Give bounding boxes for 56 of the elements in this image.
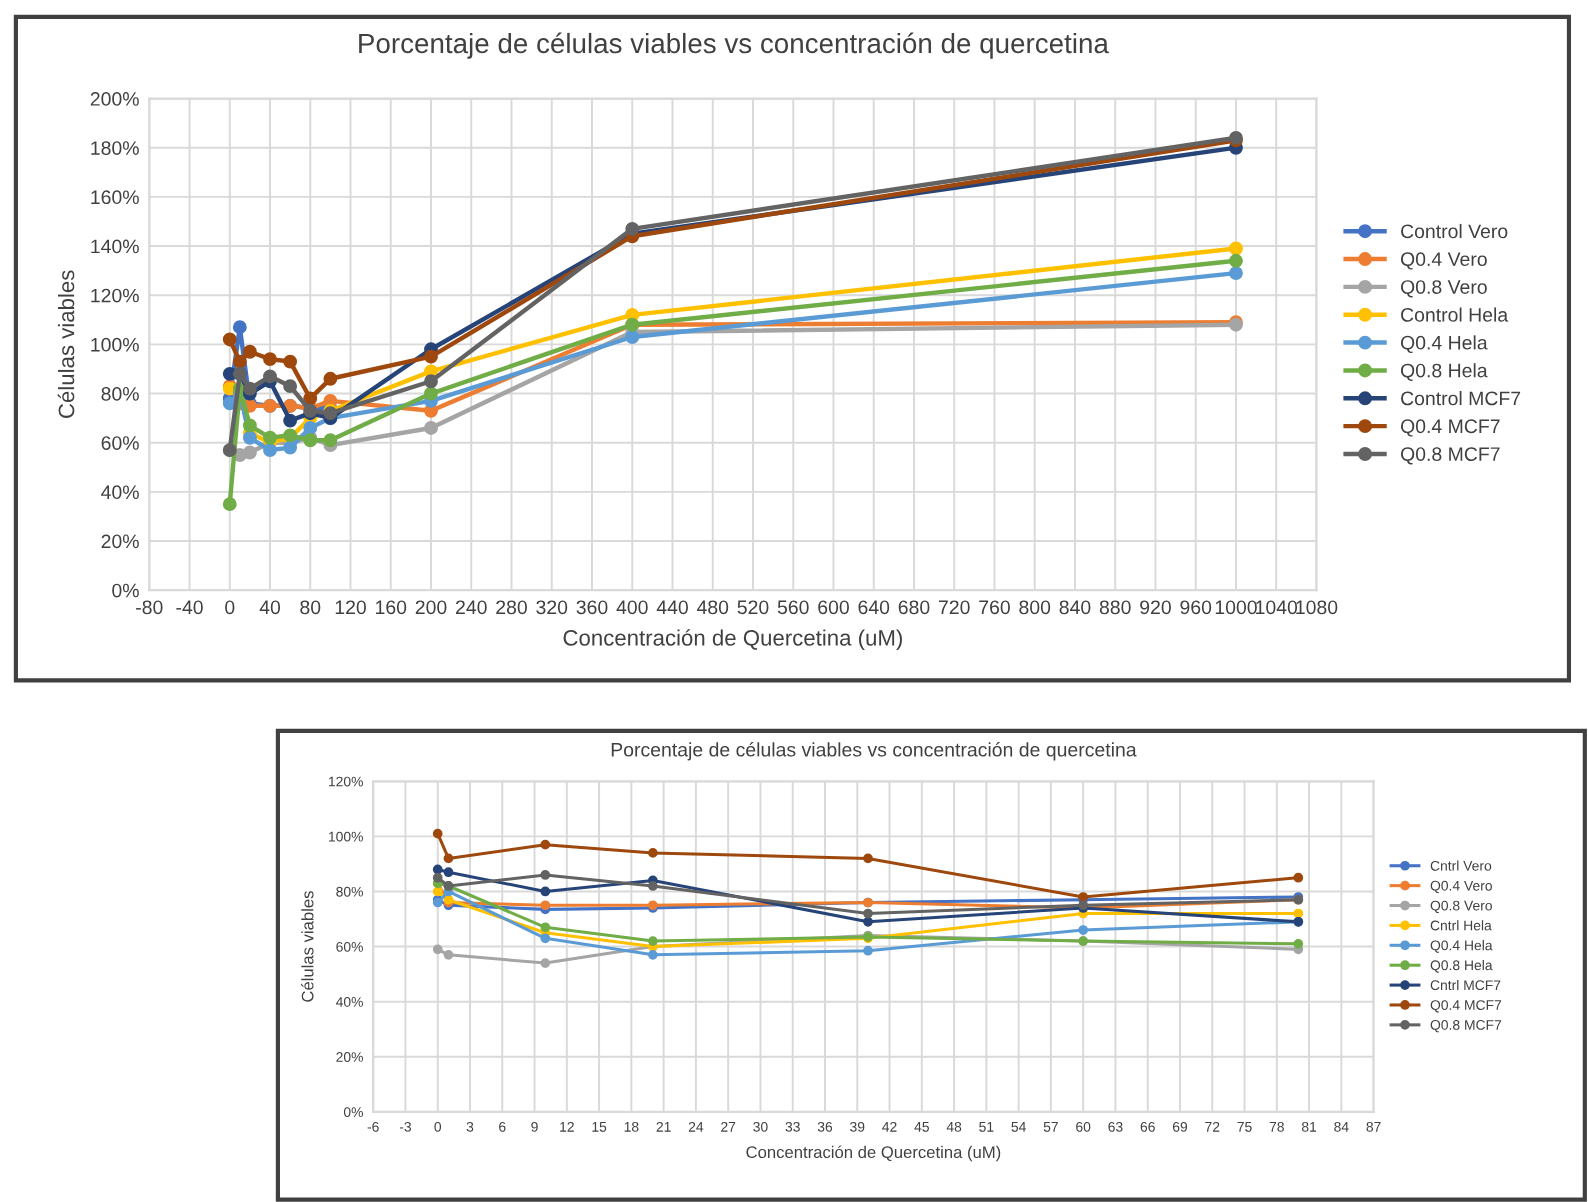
x-tick-label: 520 [737,600,769,615]
x-tick-label: 640 [858,600,890,615]
x-tick-label: 320 [536,600,568,615]
y-tick-label: 20% [101,534,139,549]
x-tick-label: 880 [1099,600,1131,615]
legend-label: Q0.4 Hela [1400,335,1488,354]
x-axis-title: Concentración de Quercetina (uM) [746,1145,1001,1162]
x-tick-label: 800 [1019,600,1051,615]
x-axis-title: Concentración de Quercetina (uM) [563,629,902,651]
y-tick-label: 200% [90,92,139,106]
legend-label: Q0.4 MCF7 [1400,419,1500,437]
chart-title: Porcentaje de células viables vs concentración de quercetina [611,742,1137,761]
x-tick-label: 80 [300,600,321,615]
x-tick-label: 920 [1140,600,1171,615]
y-tick-label: 120% [91,288,139,303]
legend-label: Q0.8 Vero [1400,280,1487,298]
x-tick-label: 40 [259,600,281,615]
y-tick-label: 160% [91,190,139,205]
y-tick-label: 40% [101,485,139,500]
legend-label: Control Hela [1401,307,1509,322]
y-axis-title: Células viables [301,891,314,1002]
x-tick-label: 1080 [1296,600,1338,615]
y-tick-label: 80% [101,387,139,401]
x-tick-label: 160 [376,600,407,615]
x-tick-label: 440 [656,600,688,615]
x-tick-label: 720 [939,600,970,615]
x-tick-label: 120 [335,600,366,615]
legend-label: Control Vero [1401,223,1508,239]
x-tick-label: 0 [225,600,235,615]
x-tick-label: 600 [818,600,849,615]
x-tick-label: 1000 [1215,600,1257,615]
x-tick-label: 200 [415,600,447,615]
legend-label: Q0.4 Vero [1400,252,1487,270]
x-tick-label: 240 [456,600,487,615]
x-tick-label: 560 [777,600,809,615]
y-tick-label: 100% [91,337,139,352]
chart-title: Porcentaje de células viables vs concentración de quercetina [359,32,1109,59]
x-tick-label: 280 [496,600,527,615]
x-tick-label: 360 [576,600,608,615]
x-tick-label: 400 [616,600,648,615]
y-tick-label: 60% [101,436,139,450]
x-tick-label: -80 [136,600,163,615]
y-tick-label: 0% [112,583,139,598]
legend-label: Q0.8 Hela [1400,363,1488,381]
x-tick-label: 1040 [1256,600,1298,615]
y-tick-label: 140% [91,239,139,254]
legend-label: Q0.8 MCF7 [1400,447,1500,465]
x-tick-label: 840 [1059,600,1091,615]
legend-label: Control MCF7 [1401,391,1521,406]
x-tick-label: 480 [696,600,729,615]
y-tick-label: 180% [91,141,139,155]
y-axis-title: Células viables [57,270,75,418]
x-tick-label: 680 [898,600,930,615]
x-tick-label: -40 [176,600,203,615]
x-tick-label: 760 [979,600,1010,615]
x-tick-label: 960 [1180,600,1212,615]
